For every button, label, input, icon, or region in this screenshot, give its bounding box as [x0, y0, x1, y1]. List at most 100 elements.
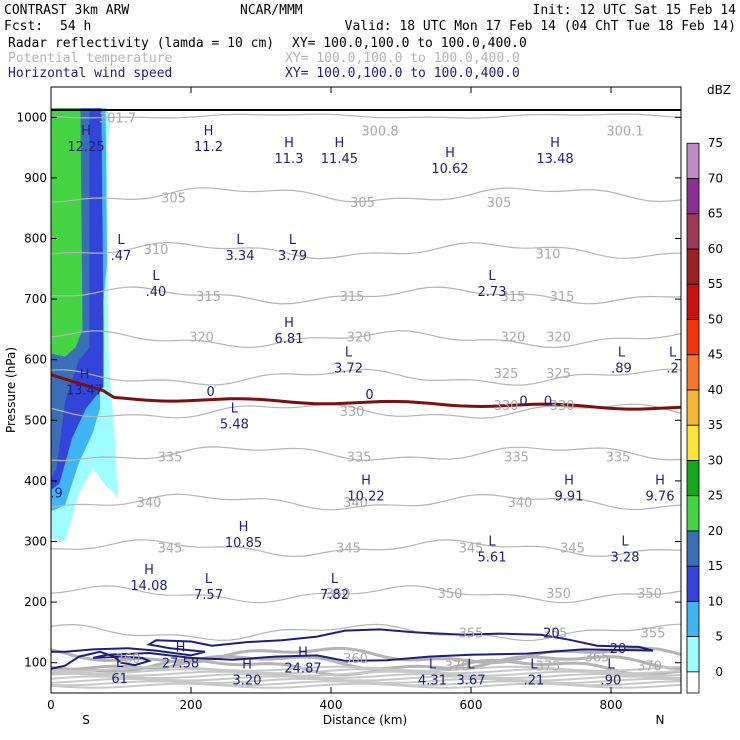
- wind-extremum-marker: L: [345, 346, 353, 361]
- theta-contour-label: 355: [543, 626, 568, 641]
- wind-extremum-value: 11.2: [194, 140, 223, 155]
- theta-contour-340: [51, 493, 681, 511]
- theta-contour-label: 345: [158, 542, 183, 557]
- wind-extremum-value: 3.34: [226, 249, 255, 264]
- wind-extremum-value: 61: [111, 672, 128, 687]
- wind-extremum-marker: L: [530, 658, 538, 673]
- wind-contour-label: 0: [206, 385, 214, 400]
- wind-extremum-marker: H: [204, 124, 214, 139]
- colorbar-swatch-30: [686, 460, 700, 497]
- theta-contour-label: 330: [550, 399, 575, 414]
- wind-extremum-value: 2.73: [478, 285, 507, 300]
- wind-extremum-value: 24.87: [284, 662, 321, 677]
- wind-extremum-value: 10.62: [431, 162, 468, 177]
- theta-contour-label: 350: [637, 587, 662, 602]
- theta-contour-label: 320: [546, 331, 571, 346]
- theta-contour-345: [51, 539, 681, 558]
- wind-extremum-marker: L: [467, 658, 475, 673]
- theta-contour-label: 315: [340, 290, 365, 305]
- colorbar-swatch-10: [686, 600, 700, 638]
- theta-upper-band-line: [51, 675, 681, 682]
- colorbar-swatch-20: [686, 530, 700, 567]
- colorbar-label: 20: [708, 524, 723, 538]
- colorbar-label: 5: [715, 630, 723, 644]
- theta-contour-355: [51, 623, 681, 642]
- y-tick-label: 600: [24, 353, 47, 367]
- wind-extremum-value: .89: [611, 362, 632, 377]
- wind-extremum-marker: L: [289, 233, 297, 248]
- field-xy-theta: XY= 100.0,100.0 to 100.0,400.0: [285, 51, 520, 66]
- colorbar-label: 65: [708, 207, 723, 221]
- reflectivity-shading: [51, 108, 118, 542]
- y-tick-label: 200: [24, 595, 47, 609]
- colorbar-swatch-50: [686, 319, 700, 356]
- theta-contour-label: 345: [459, 542, 484, 557]
- colorbar-swatch-60: [686, 248, 700, 285]
- y-tick-label: 100: [24, 656, 47, 670]
- x-tick-label: 400: [320, 698, 343, 712]
- theta-contour-label: 335: [347, 451, 372, 466]
- theta-contour-305: [51, 187, 681, 203]
- wind-extremum-marker: L: [116, 656, 124, 671]
- wind-extremum-value: 3.67: [457, 674, 486, 689]
- wind-extremum-marker: L: [331, 572, 339, 587]
- wind-extremum-marker: H: [550, 136, 560, 151]
- theta-contour-label: 355: [459, 626, 484, 641]
- field-xy-reflectivity: XY= 100.0,100.0 to 100.0,400.0: [292, 36, 527, 51]
- plot-frame: [50, 86, 682, 694]
- x-tick-label: 600: [460, 698, 483, 712]
- wind-contour-label: 0: [519, 394, 527, 409]
- y-tick-label: 700: [24, 292, 47, 306]
- field-name-theta: Potential temperature: [8, 51, 173, 66]
- wind-extremum-marker: L: [152, 269, 160, 284]
- wind-extremum-marker: H: [284, 136, 294, 151]
- header-block: CONTRAST 3km ARW NCAR/MMM Init: 12 UTC S…: [4, 3, 736, 81]
- wind-extremum-marker: H: [81, 124, 91, 139]
- theta-contour-label: 320: [501, 331, 526, 346]
- forecast-hour: 54 h: [60, 19, 91, 34]
- theta-contour-label: 350: [326, 587, 351, 602]
- wind-extremum-marker: H: [361, 473, 371, 488]
- theta-upper-band-line: [51, 665, 681, 672]
- wind-extremum-value: 13.48: [536, 152, 573, 167]
- colorbar-swatch-70: [686, 178, 700, 215]
- theta-contour-label: 360: [116, 652, 141, 667]
- colorbar-swatch-65: [686, 213, 700, 250]
- colorbar-label: 70: [708, 171, 723, 185]
- wind-extremum-marker: L: [236, 233, 244, 248]
- colorbar-label: 0: [715, 665, 723, 679]
- wind-extremum-value: 5.61: [478, 551, 507, 566]
- wind-extremum-marker: H: [655, 473, 665, 488]
- theta-contour-350: [51, 585, 681, 604]
- wind-extremum-value: 10.85: [225, 536, 262, 551]
- x-tick-label: 800: [600, 698, 623, 712]
- colorbar-swatch-55: [686, 283, 700, 320]
- theta-contour-330: [51, 403, 681, 419]
- wind-extremum-marker: H: [284, 316, 294, 331]
- colorbar: dBZ 0 5 10 15 20 25 30 35 40 45 50 55 60 65 70 75: [686, 83, 731, 694]
- colorbar-swatch-15: [686, 565, 700, 602]
- theta-contour-label: 300.1: [606, 125, 643, 140]
- wind-extremum-marker: H: [335, 136, 345, 151]
- theta-contour-label: 345: [560, 542, 585, 557]
- theta-contour-label: 301.7: [99, 111, 136, 126]
- y-tick-label: 1000: [16, 110, 47, 124]
- wind-extremum-value: 13.47: [66, 383, 103, 398]
- field-name-reflectivity: Radar reflectivity (lamda = 10 cm): [8, 36, 274, 51]
- colorbar-label: 30: [708, 453, 723, 467]
- edge-label: .9: [50, 486, 62, 501]
- theta-contour-310: [51, 241, 681, 260]
- theta-contour-label: 315: [501, 290, 526, 305]
- colorbar-label: 35: [708, 418, 723, 432]
- wind-extremum-value: .47: [111, 249, 132, 264]
- reflectivity-region-25dbz: [51, 108, 83, 357]
- theta-contour-320: [51, 330, 681, 349]
- wind-extremum-marker: L: [621, 535, 629, 550]
- theta-contour-label: 320: [347, 331, 372, 346]
- colorbar-swatch-35: [686, 424, 700, 461]
- theta-contour-label: 340: [343, 496, 368, 511]
- wind-extremum-marker: L: [117, 233, 125, 248]
- wind-extremum-value: .2: [666, 362, 678, 377]
